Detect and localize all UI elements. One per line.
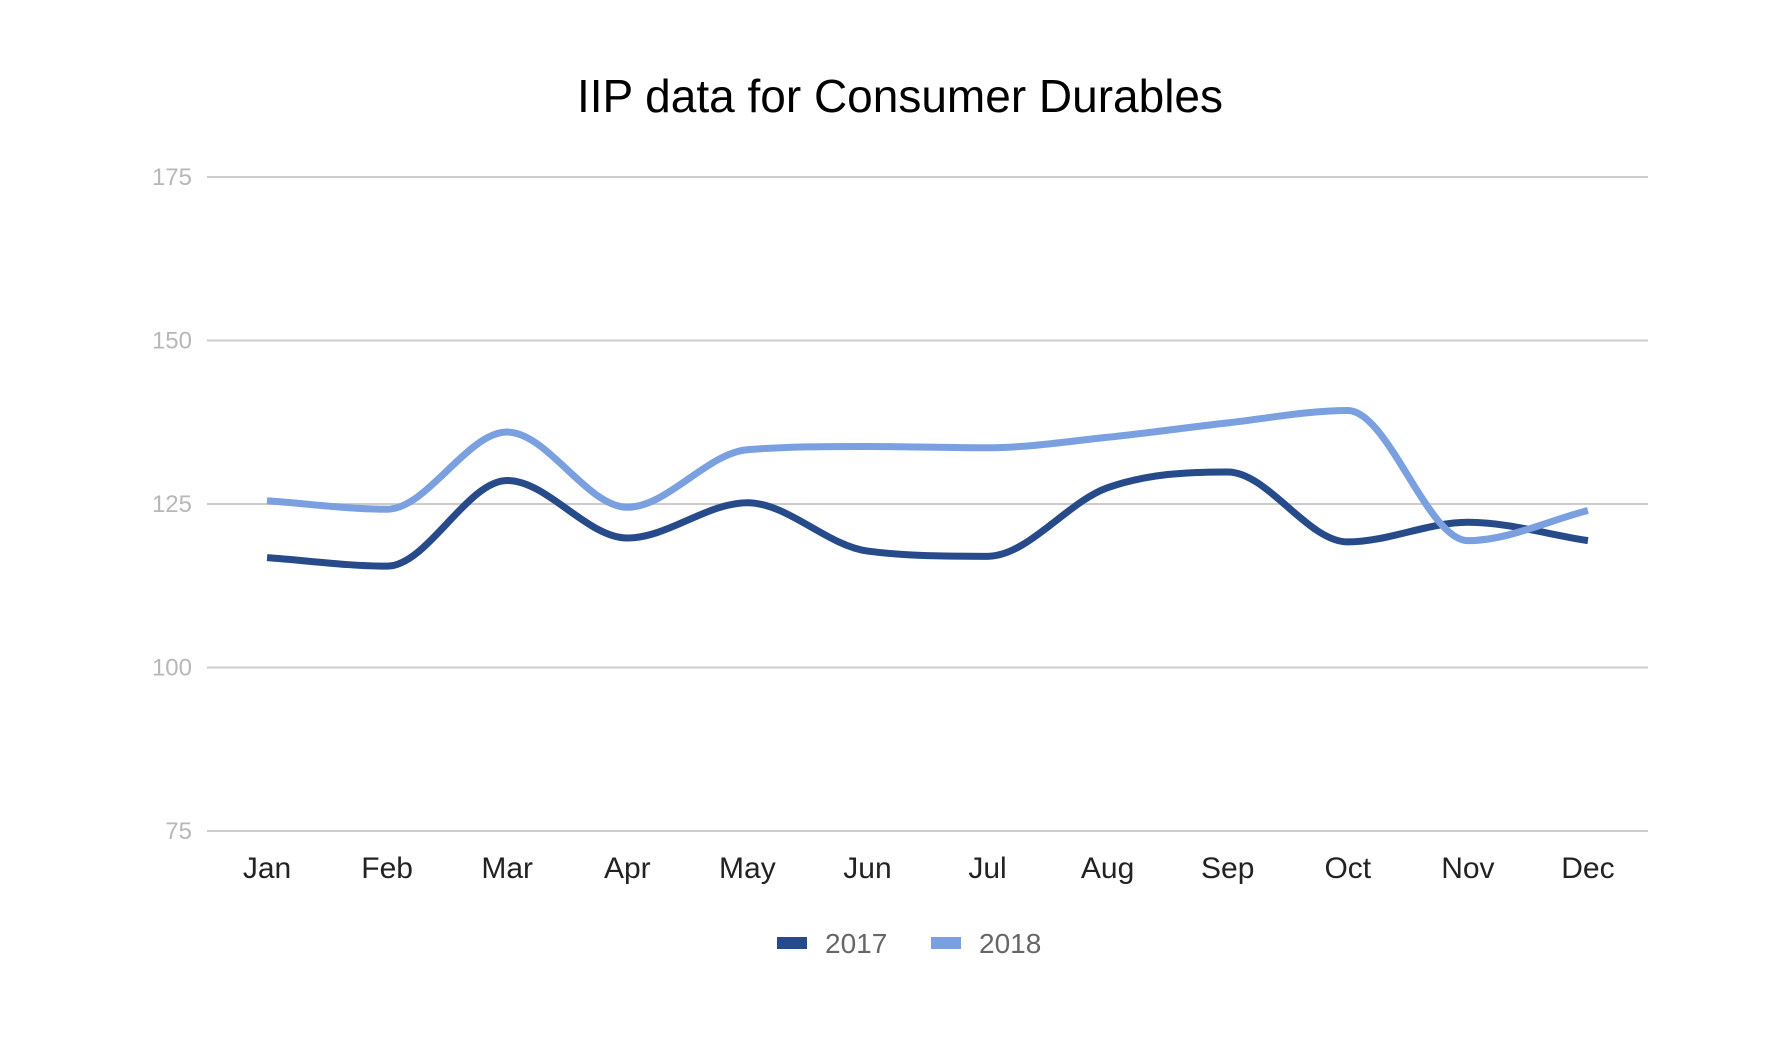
- legend-item-2017[interactable]: 2017: [777, 928, 887, 959]
- legend: 2017 2018: [777, 928, 1041, 959]
- y-axis: 75 100 125 150 175: [152, 164, 192, 845]
- x-tick-label: Nov: [1441, 852, 1494, 885]
- y-tick-label: 75: [165, 818, 192, 845]
- x-tick-label: Mar: [481, 852, 533, 885]
- y-tick-label: 125: [152, 491, 192, 518]
- legend-item-2018[interactable]: 2018: [931, 928, 1041, 959]
- x-tick-label: Dec: [1561, 852, 1614, 885]
- y-tick-label: 100: [152, 655, 192, 682]
- x-tick-label: Jan: [243, 852, 291, 885]
- chart-title: IIP data for Consumer Durables: [577, 70, 1223, 122]
- x-tick-label: May: [719, 852, 776, 885]
- x-tick-label: Jul: [968, 852, 1006, 885]
- series-lines: [266, 406, 1589, 570]
- x-tick-label: Aug: [1081, 852, 1134, 885]
- x-tick-label: Jun: [843, 852, 891, 885]
- y-tick-label: 150: [152, 328, 192, 355]
- x-axis: Jan Feb Mar Apr May Jun Jul Aug Sep Oct Nov Dec: [243, 852, 1615, 885]
- legend-swatch: [931, 937, 961, 949]
- legend-label: 2018: [979, 928, 1041, 959]
- x-tick-label: Apr: [604, 852, 651, 885]
- x-tick-label: Oct: [1324, 852, 1371, 885]
- series-line-2017: [266, 468, 1589, 570]
- y-tick-label: 175: [152, 164, 192, 191]
- gridlines: [207, 176, 1648, 832]
- legend-label: 2017: [825, 928, 887, 959]
- legend-swatch: [777, 937, 807, 949]
- series-line-2018: [266, 406, 1589, 545]
- x-tick-label: Feb: [361, 852, 413, 885]
- x-tick-label: Sep: [1201, 852, 1254, 885]
